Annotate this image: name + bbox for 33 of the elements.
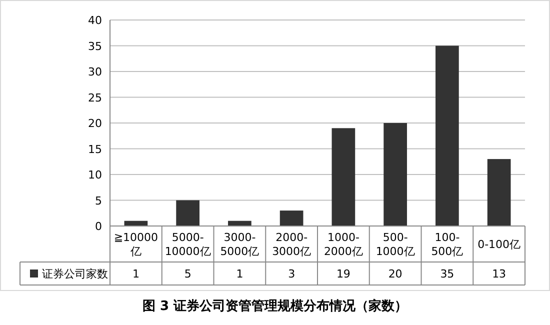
x-tick-label: ≧10000亿 bbox=[114, 231, 158, 258]
x-tick-label: 100-500亿 bbox=[431, 231, 464, 258]
y-tick-label: 5 bbox=[95, 194, 102, 208]
y-tick-label: 40 bbox=[88, 14, 102, 27]
bar bbox=[280, 210, 304, 226]
y-tick-label: 30 bbox=[88, 66, 102, 78]
x-tick-label: 500-1000亿 bbox=[376, 231, 415, 258]
data-label: 3 bbox=[288, 268, 296, 280]
x-tick-label: 5000-10000亿 bbox=[164, 231, 211, 258]
bar bbox=[487, 159, 511, 226]
y-tick-label: 25 bbox=[88, 91, 102, 104]
bar bbox=[436, 46, 459, 226]
data-label: 13 bbox=[492, 268, 506, 280]
data-label: 35 bbox=[440, 268, 454, 280]
data-label: 1 bbox=[236, 268, 244, 280]
bar bbox=[332, 128, 356, 226]
x-tick-label: 2000-3000亿 bbox=[272, 231, 312, 258]
data-label: 20 bbox=[388, 268, 402, 280]
data-label: 5 bbox=[184, 268, 192, 280]
legend-label: 证券公司家数 bbox=[42, 268, 108, 280]
y-tick-label: 0 bbox=[95, 220, 102, 233]
text: 图 3 证券公司资管管理规模分布情况（家数） bbox=[142, 298, 408, 314]
y-tick-label: 15 bbox=[88, 142, 102, 156]
y-tick-label: 35 bbox=[88, 40, 102, 53]
y-tick-label: 10 bbox=[88, 168, 102, 182]
data-label: 19 bbox=[336, 268, 350, 280]
y-tick-label: 20 bbox=[88, 117, 102, 130]
bar bbox=[384, 123, 407, 226]
data-label: 1 bbox=[132, 268, 140, 280]
x-tick-label: 3000-5000亿 bbox=[220, 231, 260, 258]
x-tick-label: 0-100亿 bbox=[478, 238, 521, 251]
bar bbox=[176, 200, 200, 226]
x-tick-label: 1000-2000亿 bbox=[324, 231, 363, 258]
